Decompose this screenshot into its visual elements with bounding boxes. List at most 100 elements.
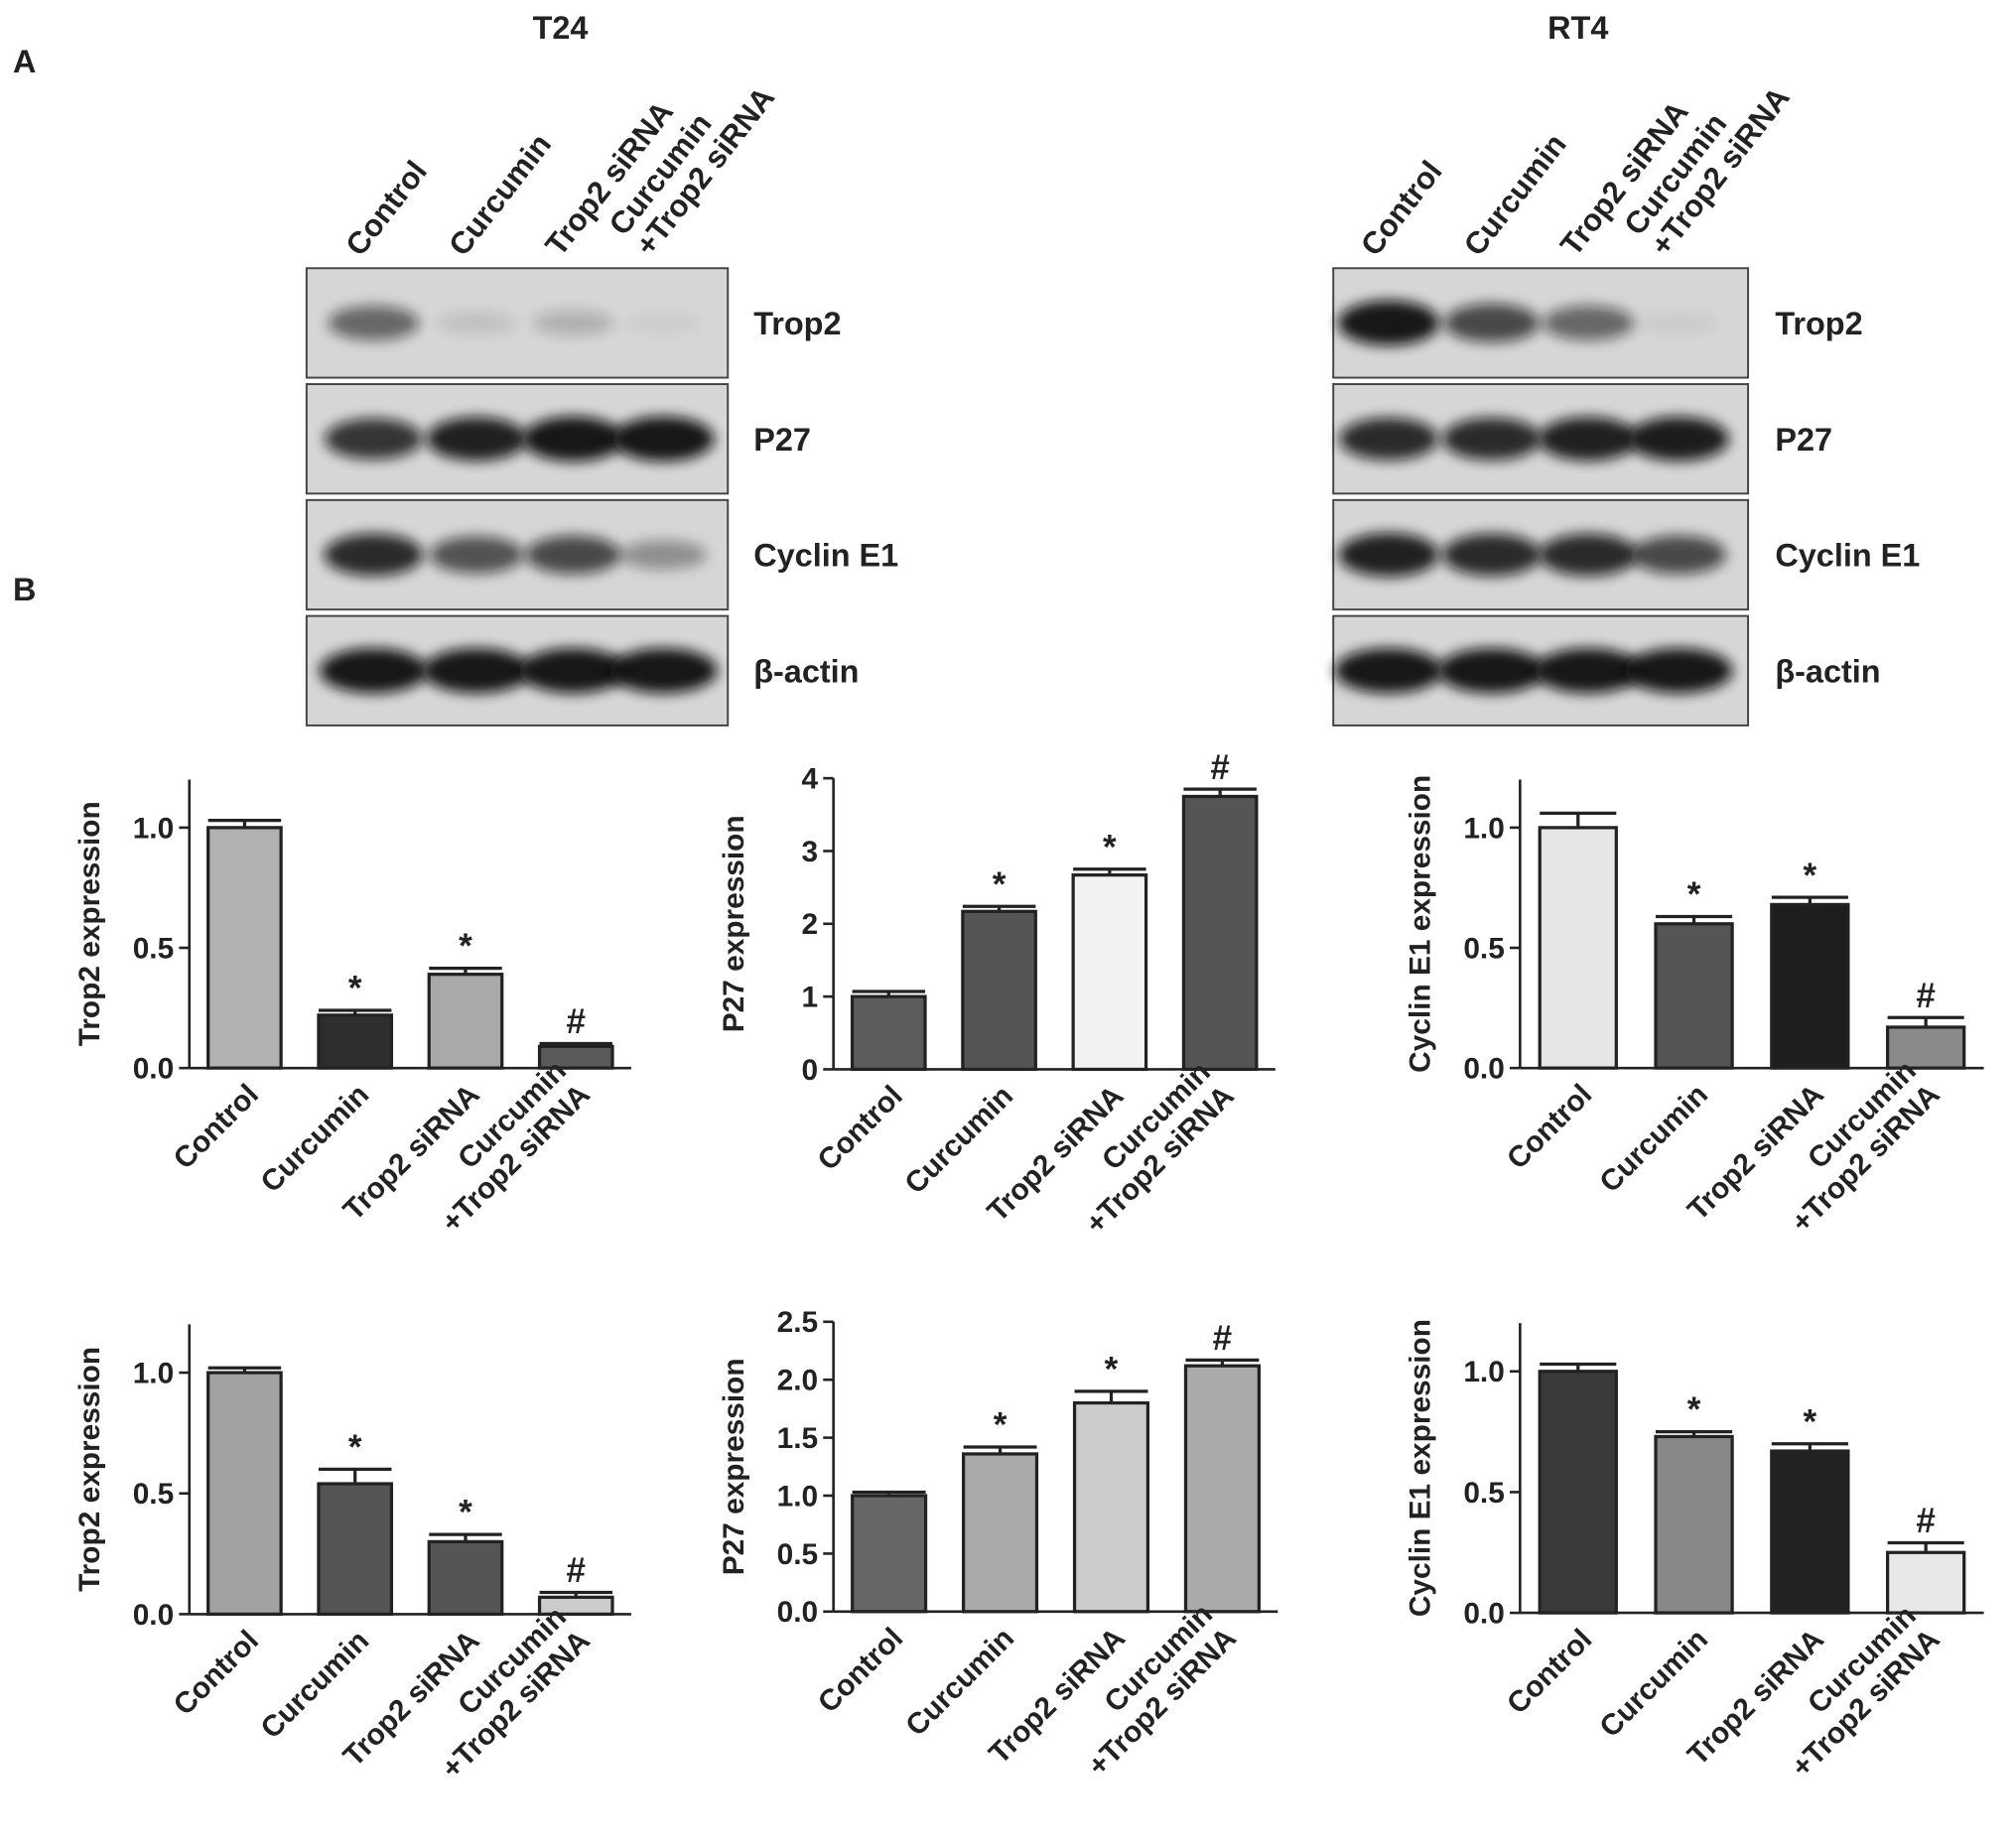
- band-label: β-actin: [1775, 653, 1880, 689]
- blot-band: [1441, 533, 1542, 577]
- bar: [1538, 826, 1618, 1070]
- y-axis-title: Trop2 expression: [73, 1347, 106, 1592]
- band-label: Trop2: [1775, 306, 1862, 341]
- blot-band: [1437, 648, 1546, 694]
- x-tick-label: Control: [1501, 1078, 1598, 1175]
- bar: [1885, 1550, 1966, 1615]
- bar: [1538, 1370, 1618, 1615]
- panel-label: B: [13, 572, 36, 607]
- y-axis-title: Trop2 expression: [73, 801, 106, 1046]
- blot-band: [1628, 416, 1729, 461]
- blot-band: [1441, 417, 1542, 461]
- x-tick-label: Control: [1501, 1623, 1598, 1720]
- y-tick-label: 4: [801, 763, 818, 796]
- blot-band: [319, 648, 428, 694]
- y-tick-label: 1.0: [1463, 812, 1504, 845]
- significance-mark: *: [993, 865, 1007, 904]
- x-tick-label: Curcumin: [898, 1080, 1019, 1201]
- significance-mark: *: [1804, 1402, 1817, 1441]
- bar: [850, 994, 927, 1072]
- y-tick-label: 0.5: [1463, 932, 1504, 965]
- significance-mark: #: [1916, 977, 1935, 1015]
- blot-band: [1624, 648, 1733, 694]
- y-tick-label: 1.0: [1463, 1356, 1504, 1388]
- x-tick-label: Control: [812, 1080, 909, 1177]
- band-label: P27: [753, 422, 811, 458]
- blot-band: [525, 535, 621, 575]
- significance-mark: #: [567, 1002, 586, 1041]
- lane-label: Control: [338, 154, 434, 262]
- blot-band: [532, 310, 614, 336]
- y-tick-label: 3: [801, 836, 818, 868]
- significance-mark: *: [1105, 1351, 1119, 1389]
- significance-mark: *: [1687, 1390, 1701, 1429]
- x-tick-label: Curcumin: [254, 1078, 375, 1199]
- blot-band: [325, 418, 423, 460]
- y-axis-title: Cyclin E1 expression: [1405, 775, 1437, 1073]
- bar: [537, 1595, 614, 1617]
- blot-band: [1539, 533, 1639, 577]
- significance-mark: *: [348, 1428, 362, 1467]
- blot-band: [608, 648, 718, 694]
- bar: [1770, 1449, 1850, 1615]
- x-tick-label: Control: [168, 1625, 265, 1722]
- significance-mark: *: [1103, 828, 1117, 866]
- blot-band: [612, 416, 715, 461]
- y-tick-label: 2.0: [777, 1365, 818, 1397]
- bar: [961, 1452, 1039, 1614]
- blot-band: [422, 648, 531, 694]
- significance-mark: #: [1210, 748, 1229, 787]
- band-label: P27: [1775, 422, 1832, 458]
- bar: [537, 1044, 614, 1070]
- blot-band: [429, 536, 524, 574]
- band-label: Cyclin E1: [753, 538, 898, 574]
- x-tick-label: Control: [168, 1625, 265, 1722]
- x-tick-label: Control: [168, 1078, 265, 1175]
- significance-mark: *: [1804, 857, 1817, 895]
- blot-band: [426, 417, 527, 461]
- x-tick-label: Control: [812, 1080, 909, 1177]
- bar: [1654, 1434, 1734, 1615]
- y-axis-title: Trop2 expression: [73, 1347, 106, 1592]
- y-tick-label: 1: [801, 982, 818, 1014]
- y-axis-title: Cyclin E1 expression: [1405, 1319, 1437, 1617]
- band-label: Cyclin E1: [1775, 538, 1920, 574]
- y-tick-label: 0.0: [1463, 1597, 1504, 1630]
- blot-band: [1534, 648, 1643, 694]
- blot-band: [1338, 532, 1439, 578]
- significance-mark: *: [459, 1494, 472, 1532]
- x-tick-label: Curcumin: [898, 1080, 1019, 1201]
- blot-title: T24: [533, 10, 589, 46]
- x-tick-label: Curcumin: [899, 1622, 1020, 1743]
- x-tick-label: Control: [1501, 1623, 1598, 1720]
- y-tick-label: 0.0: [133, 1599, 174, 1632]
- y-axis-title: P27 expression: [718, 1358, 750, 1575]
- blot-band: [436, 311, 517, 335]
- x-tick-label: Curcumin+Trop2 siRNA: [1785, 1054, 1946, 1239]
- blot-band: [623, 312, 703, 334]
- y-tick-label: 2: [801, 908, 818, 941]
- bar: [206, 826, 283, 1070]
- blot-band: [1334, 648, 1443, 694]
- y-tick-label: 0.0: [133, 1053, 174, 1086]
- significance-mark: #: [567, 1551, 586, 1590]
- y-tick-label: 0.5: [1463, 1477, 1504, 1510]
- blot-band: [1443, 303, 1540, 342]
- blot-band: [619, 540, 707, 570]
- bar: [1654, 922, 1734, 1070]
- panel-label: A: [13, 44, 36, 79]
- blot-band: [328, 305, 420, 340]
- bar: [317, 1013, 394, 1070]
- x-tick-label: Curcumin+Trop2 siRNA: [1785, 1599, 1946, 1783]
- band-label: Trop2: [753, 306, 841, 341]
- x-tick-label: Control: [1501, 1078, 1598, 1175]
- bar: [1770, 902, 1850, 1070]
- y-tick-label: 1.0: [777, 1480, 818, 1513]
- significance-mark: *: [994, 1406, 1008, 1445]
- y-tick-label: 1.0: [133, 1357, 174, 1389]
- significance-mark: *: [348, 970, 362, 1008]
- bar: [206, 1371, 283, 1617]
- y-axis-title: Trop2 expression: [73, 801, 106, 1046]
